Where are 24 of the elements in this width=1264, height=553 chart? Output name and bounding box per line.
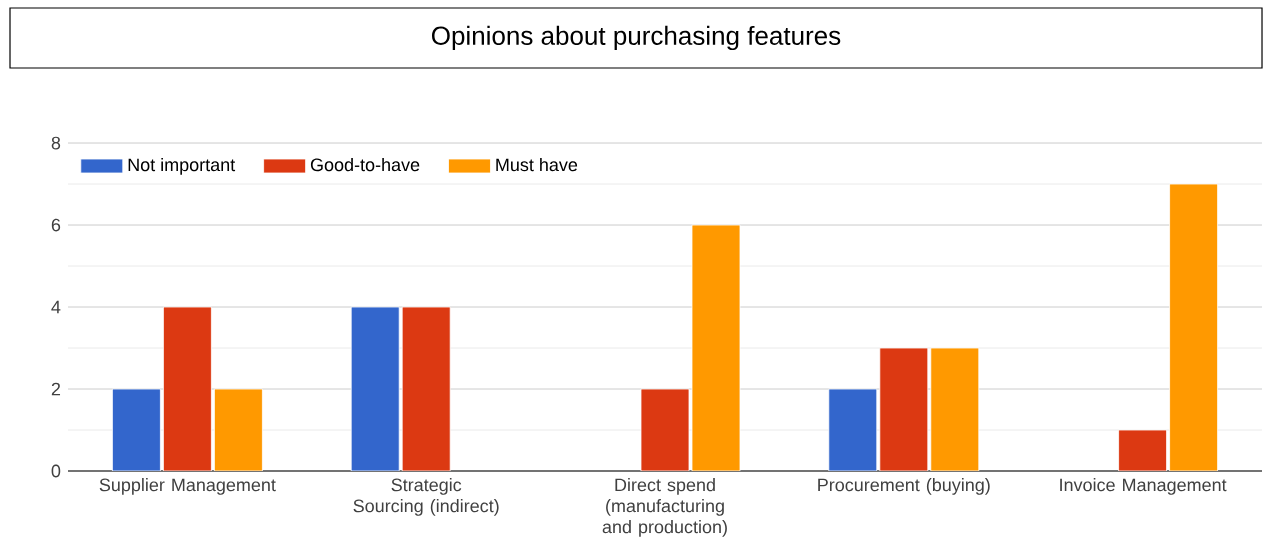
y-tick-label: 2 — [51, 382, 61, 396]
bar — [214, 388, 263, 471]
bar — [828, 388, 878, 471]
y-tick-label: 0 — [51, 464, 61, 478]
chart-title: Opinions about purchasing features — [431, 25, 841, 51]
x-tick-label: Supplier Management — [99, 478, 276, 495]
legend-label: Not important — [128, 157, 236, 175]
x-tick-label: Procurement (buying) — [818, 478, 990, 495]
bar — [930, 347, 980, 471]
bar — [879, 347, 929, 471]
x-tick-label: Strategic Sourcing (indirect) — [353, 478, 499, 516]
legend-label: Good-to-have — [310, 157, 420, 172]
bar — [163, 306, 212, 471]
x-tick-label: Invoice Management — [1060, 478, 1227, 495]
bar — [112, 388, 161, 471]
legend-label: Must have — [496, 157, 578, 172]
bar — [1118, 429, 1167, 471]
y-tick-label: 8 — [51, 136, 61, 150]
bar — [1169, 183, 1218, 471]
x-tick-label: Direct spend (manufacturing and production) — [602, 478, 727, 537]
bar — [401, 306, 451, 471]
y-tick-label: 6 — [51, 218, 61, 232]
y-tick-label: 4 — [51, 300, 61, 314]
bar — [350, 306, 400, 471]
